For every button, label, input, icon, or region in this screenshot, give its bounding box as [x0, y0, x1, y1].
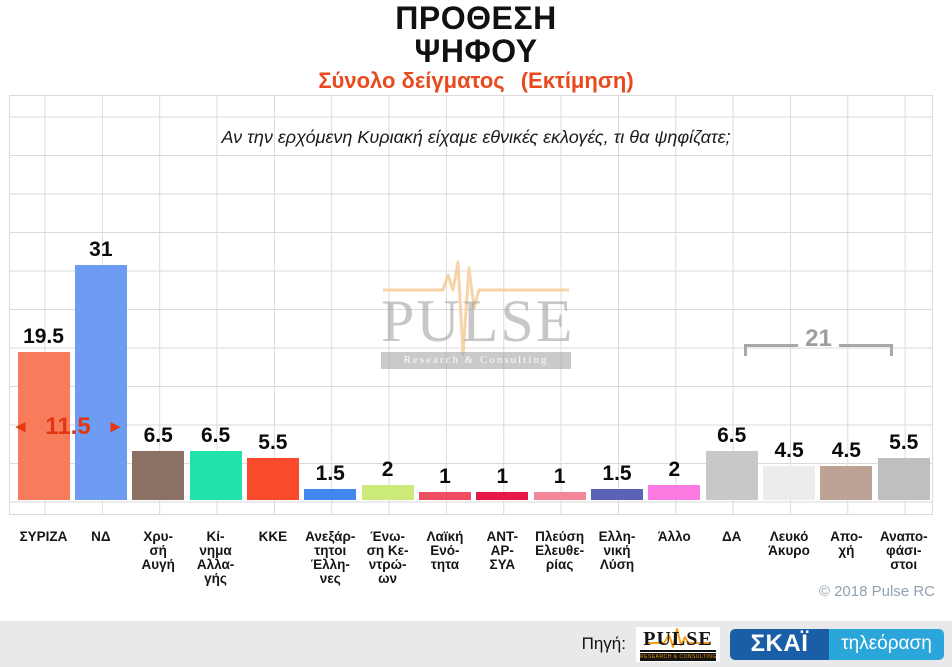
- bracket-right-line: [838, 344, 894, 347]
- bar-2: [74, 265, 127, 500]
- sum-bracket: 21: [744, 325, 894, 356]
- chart-title-line2: ΨΗΦΟΥ: [414, 33, 538, 69]
- category-label: Αναπο- φάσι- στοι: [879, 529, 928, 572]
- category-label: Κί- νημα Αλλα- γής: [196, 529, 235, 586]
- category-label: Απο- χή: [830, 529, 863, 558]
- bar-value-label: 19.5: [23, 325, 64, 348]
- survey-question: Αν την ερχόμενη Κυριακή είχαμε εθνικές ε…: [221, 127, 731, 147]
- bar-value-label: 6.5: [143, 424, 173, 447]
- category-label: Χρυ- σή Αυγή: [141, 529, 175, 572]
- bar-value-label: 2: [381, 458, 394, 481]
- bracket-left-tick: [744, 344, 747, 356]
- bar-value-label: 2: [668, 458, 681, 481]
- bar-1: [17, 352, 70, 500]
- right-arrow-icon: ►: [107, 417, 124, 436]
- pulse-logo-tagline: RESEARCH & CONSULTING: [640, 652, 716, 661]
- bar-15: [820, 466, 873, 500]
- category-label: ΝΔ: [91, 529, 111, 544]
- chart-subtitle-estimate: (Εκτίμηση): [520, 68, 634, 93]
- bar-value-label: 4.5: [774, 439, 804, 462]
- sum-value: 21: [805, 325, 832, 352]
- difference-annotation: ◄ 11.5 ►: [12, 413, 124, 441]
- category-label: Ανεξάρ- τητοι Έλλη- νες: [305, 529, 356, 586]
- bracket-left-line: [744, 344, 799, 347]
- bar-6: [304, 489, 357, 500]
- source-label: Πηγή:: [581, 634, 626, 653]
- category-label: Άλλο: [657, 529, 691, 544]
- bar-7: [361, 485, 414, 500]
- skai-logo-name: ΣΚΑΪ: [730, 628, 829, 660]
- bracket-right-tick: [890, 344, 893, 356]
- bar-value-label: 4.5: [831, 439, 861, 462]
- bar-12: [648, 485, 701, 500]
- chart-subtitle-sample: Σύνολο δείγματος: [318, 68, 505, 93]
- category-label: Ένω- ση Κε- ντρώ- ων: [366, 529, 409, 586]
- bar-value-label: 1: [496, 465, 509, 488]
- category-label: ΚΚΕ: [258, 529, 288, 544]
- category-label: ΑΝΤ- ΑΡ- ΣΥΑ: [486, 529, 519, 572]
- chart-subtitle: Σύνολο δείγματος (Εκτίμηση): [0, 68, 952, 94]
- bar-14: [763, 466, 816, 500]
- bar-10: [533, 492, 586, 500]
- bar-value-label: 1: [553, 465, 566, 488]
- pulse-logo-name: PULSE: [640, 628, 716, 652]
- left-arrow-icon: ◄: [12, 417, 29, 436]
- bar-3: [132, 451, 185, 500]
- footer: Πηγή: PULSE RESEARCH & CONSULTING ΣΚΑΪ τ…: [0, 621, 952, 667]
- bar-value-label: 1.5: [602, 462, 632, 485]
- chart-title: ΠΡΟΘΕΣΗ ΨΗΦΟΥ: [0, 2, 952, 68]
- bar-9: [476, 492, 529, 500]
- bar-value-label: 6.5: [200, 424, 231, 447]
- bar-8: [418, 492, 471, 500]
- bar-value-label: 31: [89, 238, 113, 261]
- bar-4: [189, 451, 242, 500]
- pulse-logo: PULSE RESEARCH & CONSULTING: [636, 626, 720, 662]
- category-label: ΔΑ: [721, 529, 742, 544]
- pulse-logo-ecg-icon: [646, 627, 710, 648]
- bar-value-label: 5.5: [889, 431, 919, 454]
- category-label: Λευκό Άκυρο: [768, 529, 810, 558]
- chart-title-line1: ΠΡΟΘΕΣΗ: [395, 0, 557, 36]
- bar-16: [877, 458, 930, 500]
- skai-logo: ΣΚΑΪ τηλεόραση: [730, 628, 944, 660]
- bar-11: [591, 489, 643, 500]
- bar-value-label: 1: [439, 465, 451, 488]
- category-label: ΣΥΡΙΖΑ: [19, 529, 68, 544]
- copyright-text: © 2018 Pulse RC: [818, 583, 935, 600]
- bar-value-label: 5.5: [258, 431, 288, 454]
- bar-13: [705, 451, 758, 500]
- category-label: Πλεύση Ελευθε- ρίας: [535, 529, 585, 572]
- category-label: Ελλη- νική Λύση: [598, 529, 636, 572]
- bar-value-label: 6.5: [717, 424, 747, 447]
- bar-5: [246, 458, 299, 500]
- skai-logo-suffix: τηλεόραση: [829, 628, 944, 660]
- bar-value-label: 1.5: [315, 462, 345, 485]
- category-label: Λαϊκή Ενό- τητα: [426, 529, 464, 572]
- difference-value: 11.5: [45, 413, 91, 440]
